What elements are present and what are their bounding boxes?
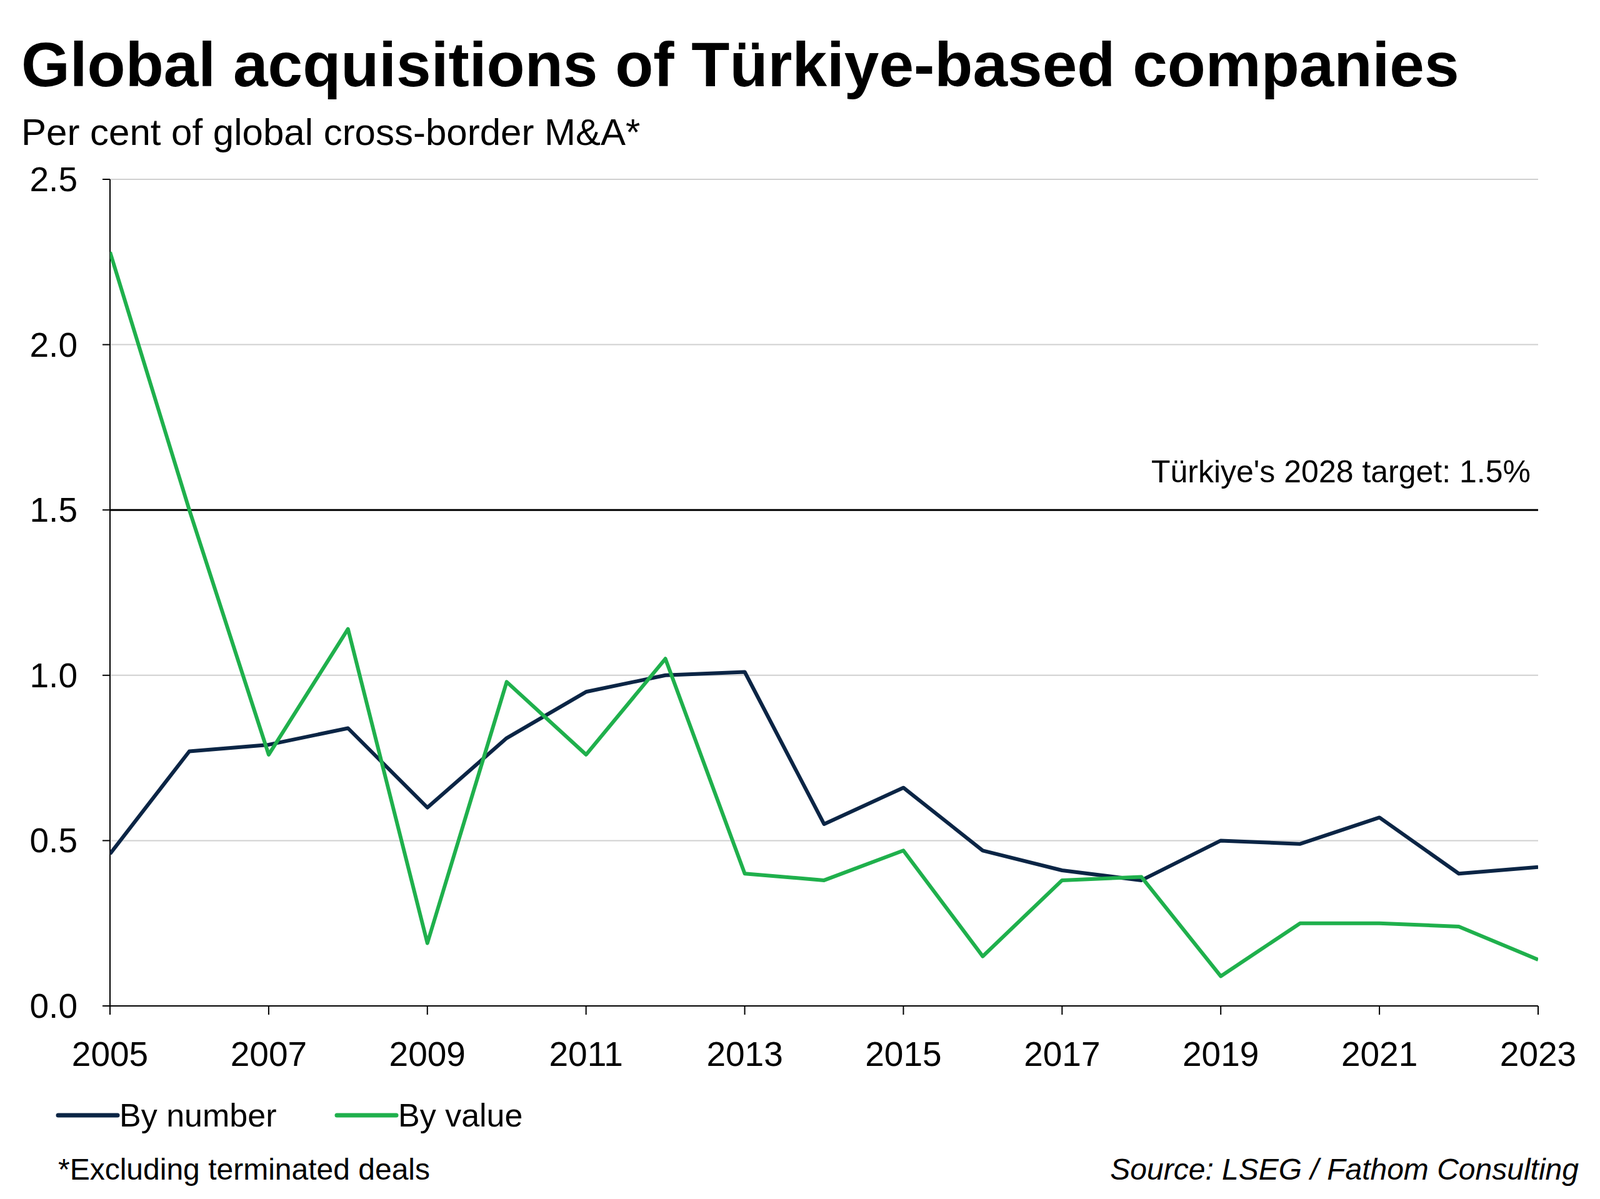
grid-line	[110, 178, 1539, 180]
x-tick	[1220, 1006, 1222, 1015]
legend-label: By number	[119, 1097, 277, 1134]
y-tick	[102, 675, 110, 677]
legend-swatch	[336, 1113, 397, 1119]
y-tick-label: 0.0	[30, 986, 78, 1026]
x-tick-label: 2023	[1500, 1035, 1577, 1074]
annotation: Türkiye's 2028 target: 1.5%	[1151, 454, 1531, 490]
x-tick	[902, 1006, 904, 1015]
x-tick	[426, 1006, 429, 1015]
x-tick-label: 2005	[71, 1035, 149, 1074]
subtitle: Per cent of global cross-border M&A*	[21, 111, 640, 154]
source: Source: LSEG / Fathom Consulting	[1110, 1153, 1579, 1187]
x-tick-label: 2019	[1182, 1035, 1259, 1074]
title: Global acquisitions of Türkiye-based com…	[21, 29, 1460, 100]
x-tick-label: 2007	[230, 1035, 307, 1074]
grid-line	[110, 840, 1539, 842]
x-tick-label: 2009	[389, 1035, 466, 1074]
y-tick-label: 1.0	[30, 656, 78, 695]
y-tick	[102, 344, 110, 346]
x-tick	[109, 1006, 111, 1015]
plot-area	[110, 251, 1539, 977]
series-line	[110, 251, 1539, 977]
y-tick-label: 0.5	[30, 821, 78, 860]
footnote: *Excluding terminated deals	[58, 1153, 430, 1187]
grid-line	[110, 509, 1539, 511]
x-tick	[1378, 1006, 1380, 1015]
legend-swatch	[58, 1113, 118, 1119]
y-tick	[102, 178, 110, 180]
x-tick-label: 2021	[1341, 1035, 1418, 1074]
y-tick-label: 2.0	[30, 325, 78, 365]
x-tick	[268, 1006, 270, 1015]
legend-label: By value	[398, 1097, 523, 1134]
y-tick	[102, 840, 110, 842]
x-tick-label: 2017	[1023, 1035, 1100, 1074]
y-axis	[109, 179, 111, 1007]
chart: Global acquisitions of Türkiye-based com…	[0, 0, 1600, 1199]
x-tick	[1537, 1006, 1539, 1015]
target-line	[110, 509, 1539, 512]
x-axis	[110, 1005, 1539, 1007]
x-tick-label: 2015	[865, 1035, 942, 1074]
x-tick	[585, 1006, 587, 1015]
x-tick-label: 2011	[549, 1035, 624, 1074]
series-line	[110, 672, 1539, 881]
x-tick-label: 2013	[706, 1035, 783, 1074]
grid-line	[110, 1005, 1539, 1007]
y-tick	[102, 509, 110, 511]
y-tick	[102, 1005, 110, 1007]
y-tick-label: 1.5	[30, 490, 78, 530]
x-tick	[1061, 1006, 1063, 1015]
grid-line	[110, 675, 1539, 677]
x-tick	[744, 1006, 746, 1015]
grid-line	[110, 344, 1539, 346]
y-tick-label: 2.5	[30, 160, 78, 199]
